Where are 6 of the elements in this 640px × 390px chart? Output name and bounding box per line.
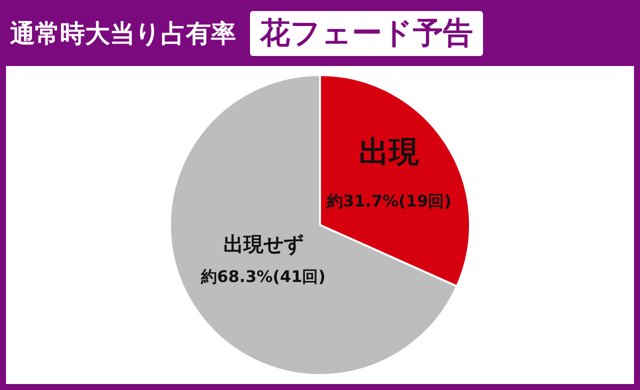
data-label: 約68.3%(41回) bbox=[200, 266, 326, 286]
chart-subtitle: 花フェード予告 bbox=[250, 10, 483, 56]
slice-label: 出現せず bbox=[223, 232, 304, 256]
slice-label: 出現 bbox=[359, 134, 420, 170]
chart-title: 通常時大当り占有率 bbox=[10, 18, 236, 50]
data-label: 約31.7%(19回) bbox=[326, 191, 452, 210]
